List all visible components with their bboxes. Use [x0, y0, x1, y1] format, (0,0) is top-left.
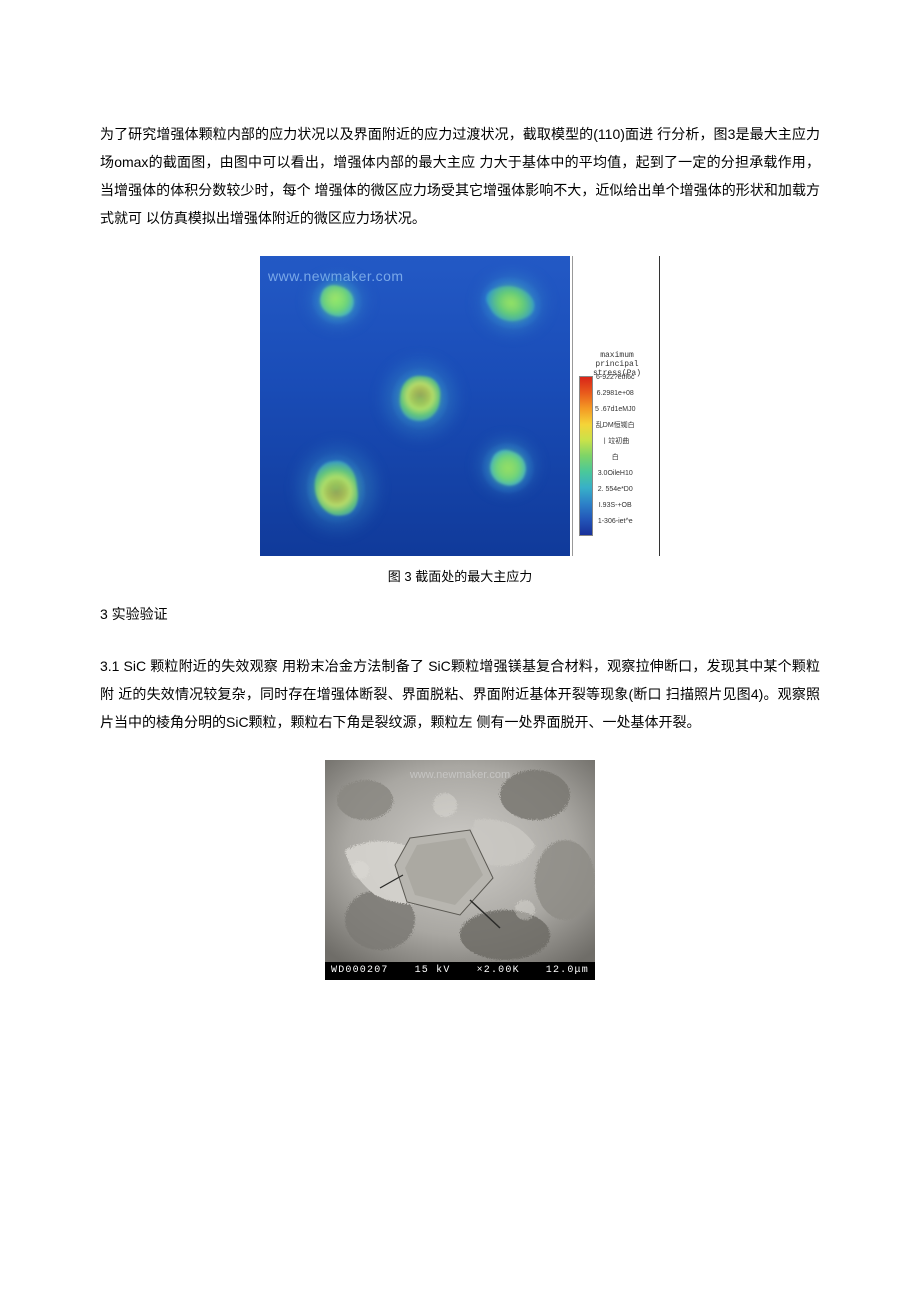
- paragraph-2: 3.1 SiC 颗粒附近的失效观察 用粉末冶金方法制备了 SiC颗粒增强镁基复合…: [100, 652, 820, 736]
- stress-hotspot: [482, 279, 541, 327]
- colorbar-label: 5 .67d1eMJ0: [595, 406, 635, 422]
- colorbar-label: 3.0OileH10: [595, 470, 635, 486]
- figure-3-caption: 图 3 截面处的最大主应力: [100, 564, 820, 590]
- sem-scale: 12.0μm: [546, 962, 589, 980]
- colorbar-label: 6.2981e+08: [595, 390, 635, 406]
- stress-hotspot: [398, 374, 442, 422]
- figure-3: www.newmaker.com maximum principal stres…: [260, 256, 660, 556]
- sem-id: WD000207: [331, 962, 389, 980]
- sem-infobar: WD000207 15 kV ×2.00K 12.0μm: [325, 962, 595, 980]
- colorbar-label: 2. 554e*D0: [595, 486, 635, 502]
- stress-hotspot: [311, 458, 360, 518]
- colorbar-label: 6-922?etfl6c: [595, 374, 635, 390]
- stress-hotspot: [317, 282, 358, 320]
- stress-hotspot: [485, 446, 530, 490]
- section-3-heading: 3 实验验证: [100, 600, 820, 628]
- colorbar-label: 丨竝初曲: [595, 438, 635, 454]
- stress-contour-plot: www.newmaker.com: [260, 256, 570, 556]
- sem-kv: 15 kV: [415, 962, 451, 980]
- colorbar-label: 乱DM恒铷白: [595, 422, 635, 438]
- sem-mag: ×2.00K: [477, 962, 520, 980]
- figure-4-sem: www.newmaker.com WD000207 15 kV ×2.00K 1…: [325, 760, 595, 980]
- figure-4-block: www.newmaker.com WD000207 15 kV ×2.00K 1…: [100, 760, 820, 989]
- colorbar-label: 白: [595, 454, 635, 470]
- paragraph-1: 为了研究增强体颗粒内部的应力状况以及界面附近的应力过渡状况，截取模型的(110)…: [100, 120, 820, 232]
- colorbar-label: 1-306-iet^e: [595, 518, 635, 534]
- figure-3-block: www.newmaker.com maximum principal stres…: [100, 256, 820, 590]
- colorbar-panel: maximum principal stress(Pa) 6-922?etfl6…: [572, 256, 660, 556]
- sem-micrograph: [325, 760, 595, 980]
- figure-watermark: www.newmaker.com: [410, 764, 510, 786]
- colorbar-label: I.93S-+OB: [595, 502, 635, 518]
- colorbar-gradient: [579, 376, 593, 536]
- colorbar-labels: 6-922?etfl6c 6.2981e+08 5 .67d1eMJ0 乱DM恒…: [595, 374, 635, 534]
